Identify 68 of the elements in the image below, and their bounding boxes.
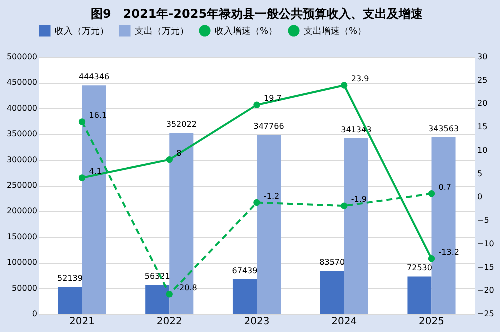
y-tick-label: 400000 — [6, 104, 38, 113]
data-label: 83570 — [320, 258, 346, 268]
legend-label: 收入增速（%） — [215, 26, 278, 37]
bar — [257, 135, 282, 314]
point — [254, 102, 260, 108]
point — [428, 190, 436, 198]
bar — [232, 279, 257, 314]
y2-tick-label: 10 — [478, 146, 488, 155]
legend-label: 支出（万元） — [135, 26, 189, 37]
point — [166, 291, 173, 298]
chart-title: 图9 2021年-2025年禄劝县一般公共预算收入、支出及增速 — [90, 7, 424, 21]
data-label: -1.9 — [351, 195, 367, 204]
bar — [320, 271, 344, 314]
y2-tick-label: 20 — [478, 99, 488, 108]
point — [166, 156, 173, 164]
y-tick-label: 50000 — [12, 284, 38, 293]
data-label: 352022 — [166, 120, 197, 130]
x-tick-label: 2024 — [332, 316, 358, 328]
y2-tick-label: 30 — [478, 52, 488, 62]
y-tick-label: 300000 — [6, 155, 38, 164]
y2-tick-label: 5 — [478, 169, 483, 178]
x-tick-label: 2022 — [156, 316, 182, 328]
data-label: 52139 — [58, 274, 83, 284]
y2-tick-label: 0 — [478, 192, 483, 202]
y-tick-label: 150000 — [6, 232, 38, 242]
point — [78, 174, 86, 182]
y2-tick-label: −15 — [478, 262, 494, 272]
y2-tick-label: 15 — [478, 122, 488, 132]
y2-tick-label: −10 — [478, 239, 494, 248]
bar — [58, 287, 82, 314]
x-tick-label: 2021 — [70, 316, 95, 328]
y-tick-label: 100000 — [6, 258, 38, 268]
point — [341, 202, 348, 210]
data-label: 4.1 — [89, 167, 102, 176]
data-label: 72530 — [407, 264, 432, 273]
y-tick-label: 500000 — [6, 52, 38, 62]
data-label: -20.8 — [176, 283, 198, 292]
data-label: 67439 — [232, 266, 258, 276]
data-label: 444346 — [78, 72, 110, 82]
data-label: 23.9 — [351, 74, 370, 84]
y2-tick-label: 25 — [478, 76, 488, 85]
data-label: 19.7 — [264, 94, 282, 104]
y-tick-label: 250000 — [6, 181, 38, 190]
point — [341, 82, 348, 89]
bar — [408, 276, 432, 314]
y-tick-label: 350000 — [6, 130, 38, 139]
y-tick-label: 450000 — [6, 78, 38, 88]
x-tick-label: 2023 — [244, 316, 270, 328]
y-tick-label: 0 — [32, 310, 38, 318]
point — [78, 118, 86, 126]
data-label: -13.2 — [438, 248, 460, 257]
data-label: 347766 — [254, 122, 284, 132]
y2-tick-label: −20 — [478, 286, 494, 296]
x-tick-label: 2025 — [419, 316, 444, 328]
data-label: 16.1 — [89, 110, 108, 120]
bar — [82, 86, 106, 314]
legend-label: 收入（万元） — [55, 26, 109, 37]
data-label: 343563 — [428, 124, 460, 134]
point — [254, 199, 260, 206]
y2-tick-label: −5 — [478, 216, 490, 226]
data-label: 0.7 — [438, 182, 452, 192]
legend-label: 支出增速（%） — [304, 26, 367, 37]
point — [428, 256, 436, 262]
data-label: -1.2 — [264, 192, 280, 201]
bar — [146, 285, 170, 314]
y-tick-label: 200000 — [6, 206, 38, 216]
bar — [344, 138, 368, 314]
y2-tick-label: −25 — [478, 310, 494, 318]
